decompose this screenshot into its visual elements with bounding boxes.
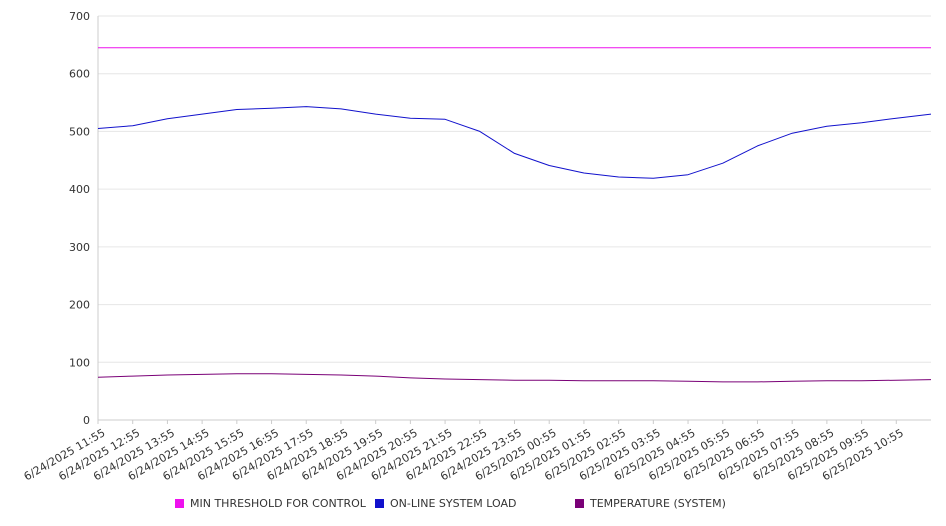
y-tick-label: 300 <box>69 241 90 254</box>
legend-item-system-load[interactable]: ON-LINE SYSTEM LOAD <box>375 497 516 510</box>
legend-swatch-threshold <box>175 499 184 508</box>
y-tick-label: 0 <box>83 414 90 427</box>
y-tick-labels: 0 100 200 300 400 500 600 700 <box>69 10 90 427</box>
legend-item-temperature[interactable]: TEMPERATURE (SYSTEM) <box>575 497 726 510</box>
y-tick-label: 400 <box>69 183 90 196</box>
legend-label-temperature: TEMPERATURE (SYSTEM) <box>590 497 726 510</box>
legend: MIN THRESHOLD FOR CONTROL ON-LINE SYSTEM… <box>0 497 946 515</box>
grid <box>98 15 931 363</box>
y-tick-label: 500 <box>69 125 90 138</box>
x-tick-labels: 6/24/2025 11:556/24/2025 12:556/24/2025 … <box>22 420 906 483</box>
y-tick-label: 200 <box>69 299 90 312</box>
y-tick-label: 100 <box>69 356 90 369</box>
series-line-1 <box>97 106 932 179</box>
y-tick-label: 600 <box>69 68 90 81</box>
y-tick-label: 700 <box>69 10 90 23</box>
line-chart: 0 100 200 300 400 500 600 700 6/24/2025 11:556/… <box>22 10 932 483</box>
axes <box>97 16 931 421</box>
legend-swatch-temperature <box>575 499 584 508</box>
series-lines <box>97 47 932 383</box>
series-line-2 <box>97 373 932 383</box>
legend-label-threshold: MIN THRESHOLD FOR CONTROL <box>190 497 366 510</box>
legend-label-system-load: ON-LINE SYSTEM LOAD <box>390 497 517 510</box>
legend-swatch-system-load <box>375 499 384 508</box>
legend-item-threshold[interactable]: MIN THRESHOLD FOR CONTROL <box>175 497 366 510</box>
